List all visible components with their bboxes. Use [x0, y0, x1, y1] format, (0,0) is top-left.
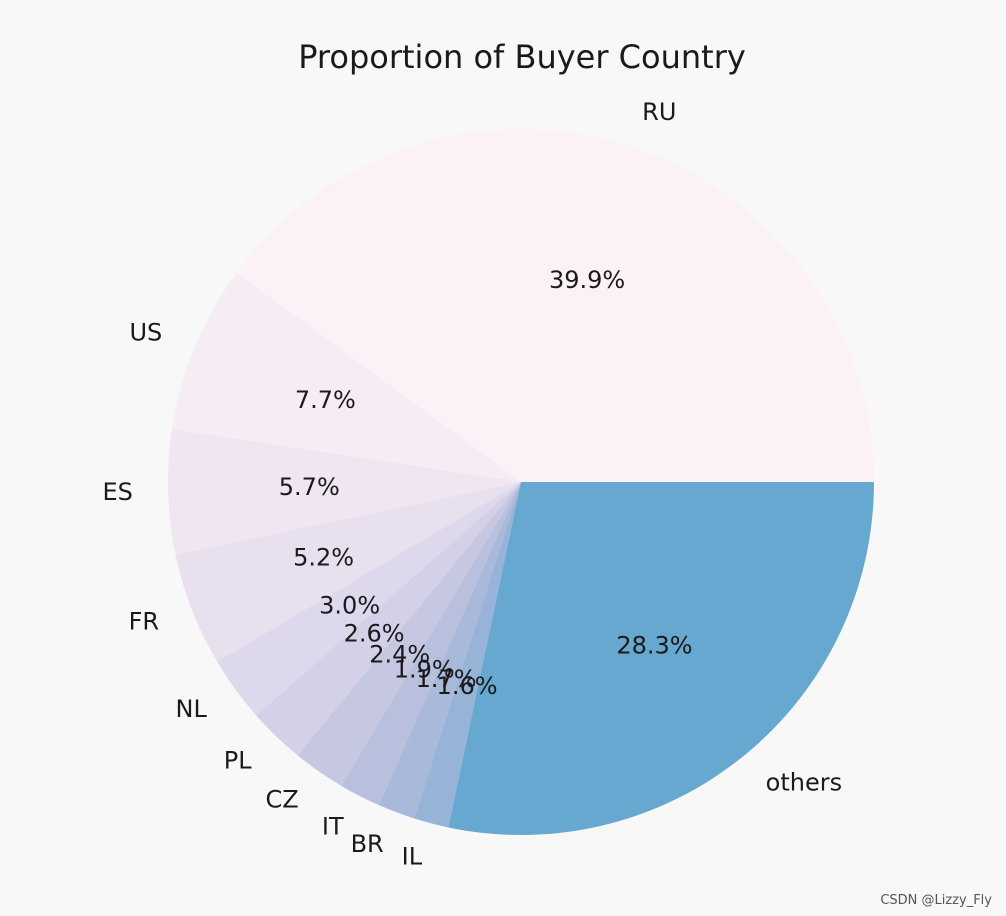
watermark: CSDN @Lizzy_Fly: [880, 893, 992, 908]
slice-label-others: others: [766, 769, 842, 797]
pie-slices: [168, 129, 874, 835]
percent-label-fr: 5.2%: [293, 544, 354, 572]
slice-label-ru: RU: [642, 98, 676, 126]
slice-pl: [256, 482, 521, 756]
slice-il: [414, 482, 521, 828]
slice-us: [172, 272, 522, 482]
slice-br: [378, 482, 521, 819]
percent-label-pl: 2.6%: [344, 620, 405, 648]
percent-label-nl: 3.0%: [319, 591, 380, 619]
slice-it: [341, 482, 521, 806]
chart-title: Proportion of Buyer Country: [298, 38, 746, 76]
pie-percent-labels: 39.9% 7.7% 5.7% 5.2% 3.0%2.6%2.4%1.9%1.7%1.6…: [279, 266, 693, 700]
slice-label-es: ES: [102, 478, 132, 506]
slice-cz: [297, 482, 521, 786]
slice-label-br: BR: [351, 830, 384, 858]
slice-label-it: IT: [322, 812, 344, 840]
percent-label-us: 7.7%: [295, 386, 356, 414]
slice-label-il: IL: [402, 842, 423, 870]
percent-label-ru: 39.9%: [549, 266, 625, 294]
slice-es: [168, 428, 521, 555]
percent-label-cz: 2.4%: [369, 641, 430, 669]
slice-label-fr: FR: [129, 608, 159, 636]
percent-label-others: 28.3%: [616, 631, 692, 659]
percent-label-il: 1.6%: [437, 672, 498, 700]
percent-label-it: 1.9%: [394, 655, 455, 683]
percent-label-es: 5.7%: [279, 473, 340, 501]
slice-others: [448, 482, 874, 835]
slice-label-us: US: [129, 318, 162, 346]
percent-label-br: 1.7%: [416, 665, 477, 693]
slice-label-cz: CZ: [266, 785, 299, 813]
slice-label-nl: NL: [176, 695, 208, 723]
slice-nl: [217, 482, 521, 716]
slice-label-pl: PL: [224, 747, 252, 775]
slice-fr: [175, 482, 521, 662]
slice-ru: [236, 129, 874, 482]
